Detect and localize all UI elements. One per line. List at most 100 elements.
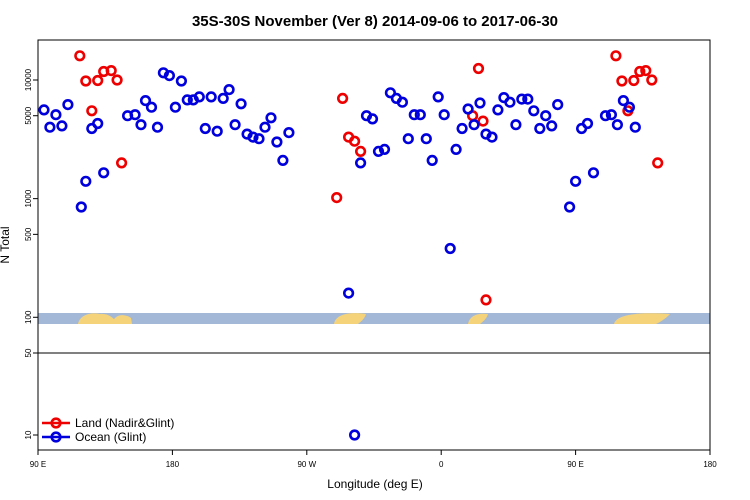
series-0-point-17	[610, 50, 622, 62]
series-1-point-12	[135, 119, 147, 131]
series-1-point-71	[540, 110, 552, 122]
legend-ocean-label: Ocean (Glint)	[75, 430, 146, 444]
series-1-point-40	[355, 157, 367, 169]
series-1-point-69	[528, 105, 540, 117]
series-0-point-7	[115, 157, 128, 169]
series-1-point-31	[247, 131, 259, 143]
series-1-point-9	[98, 167, 110, 179]
series-1-point-44	[378, 143, 391, 155]
x-tick-label-3: 0	[439, 460, 444, 469]
series-1-point-80	[605, 109, 618, 121]
series-1-point-6	[80, 175, 92, 187]
y-tick-label-1: 50	[24, 348, 33, 357]
series-1-point-0	[38, 104, 50, 116]
series-1-point-77	[581, 117, 594, 130]
series-1-point-49	[408, 109, 420, 121]
chart-title: 35S-30S November (Ver 8) 2014-09-06 to 2…	[192, 13, 558, 30]
series-1-point-26	[217, 92, 229, 104]
series-1-point-8	[92, 117, 104, 130]
series-1-point-28	[229, 119, 241, 131]
land-patch-south-africa	[468, 313, 488, 324]
series-1-point-55	[444, 242, 456, 255]
series-1-point-5	[75, 201, 87, 213]
series-0-point-0	[74, 50, 86, 62]
series-1-point-2	[50, 109, 62, 121]
series-0-point-18	[616, 75, 628, 87]
series-0	[74, 50, 664, 306]
series-0-point-5	[105, 64, 117, 77]
series-1-point-32	[253, 133, 265, 145]
series-1-point-65	[504, 96, 516, 108]
series-1-point-79	[599, 110, 612, 122]
x-tick-label-0: 90 E	[30, 460, 46, 469]
series-0-point-14	[472, 62, 485, 75]
y-axis-label: N Total	[0, 226, 12, 263]
series-0-point-8	[331, 192, 343, 204]
series-1	[38, 67, 641, 441]
y-axis: 10 50 100 500 1000 5000 10000	[24, 68, 38, 439]
series-1-point-42	[366, 113, 379, 125]
ocean-band	[38, 313, 710, 324]
series-0-point-2	[86, 105, 98, 117]
series-1-point-20	[181, 94, 193, 106]
y-tick-label-5: 5000	[24, 106, 33, 124]
series-1-point-19	[175, 75, 187, 87]
series-1-point-36	[277, 154, 289, 166]
series-1-point-51	[420, 133, 432, 145]
series-1-point-34	[265, 112, 277, 124]
series-1-point-43	[372, 145, 385, 157]
series-0-point-6	[111, 74, 123, 86]
y-tick-label-2: 100	[24, 310, 33, 324]
series-0-point-20	[628, 74, 640, 87]
series-0-point-1	[80, 75, 92, 87]
series-1-point-4	[62, 98, 74, 111]
series-1-point-45	[384, 87, 397, 99]
legend-land-label: Land (Nadir&Glint)	[75, 416, 174, 430]
land-mask-band	[38, 313, 710, 324]
land-patch-australia-2	[614, 313, 670, 324]
series-1-point-81	[611, 119, 624, 131]
series-1-point-75	[569, 175, 582, 187]
series-1-point-73	[552, 98, 564, 111]
series-1-point-1	[44, 121, 56, 133]
series-0-point-3	[92, 74, 104, 87]
series-0-point-22	[640, 64, 652, 77]
series-1-point-15	[151, 121, 164, 133]
series-1-point-67	[516, 93, 528, 105]
series-1-point-17	[163, 69, 175, 82]
series-1-point-72	[546, 120, 558, 132]
series-1-point-25	[211, 125, 223, 137]
legend: Land (Nadir&Glint) Ocean (Glint)	[42, 416, 174, 444]
series-0-point-12	[355, 145, 367, 157]
series-1-point-57	[456, 122, 468, 135]
series-1-point-62	[486, 131, 498, 143]
x-axis-label: Longitude (deg E)	[327, 477, 422, 491]
series-1-point-84	[629, 121, 641, 133]
series-1-point-35	[271, 136, 283, 148]
series-1-point-60	[474, 97, 486, 109]
land-patch-south-america	[334, 313, 366, 324]
y-tick-label-3: 500	[24, 227, 33, 241]
land-patch-africa	[78, 313, 118, 324]
x-tick-label-4: 90 E	[567, 460, 583, 469]
series-1-point-39	[349, 429, 361, 441]
series-1-point-50	[414, 109, 426, 121]
x-tick-label-2: 90 W	[297, 460, 316, 469]
series-1-point-48	[402, 133, 414, 145]
series-1-point-78	[587, 167, 600, 179]
series-1-point-63	[492, 104, 504, 116]
series-1-point-82	[617, 94, 630, 107]
series-0-point-23	[646, 74, 658, 86]
series-1-point-68	[522, 93, 534, 105]
data-points	[38, 50, 664, 441]
series-1-point-24	[205, 91, 217, 103]
x-tick-label-5: 180	[703, 460, 717, 469]
series-1-point-59	[468, 119, 480, 131]
series-1-point-53	[432, 91, 444, 103]
y-tick-label-0: 10	[24, 430, 33, 439]
x-axis: 90 E 180 90 W 0 90 E 180	[30, 450, 717, 469]
series-0-point-24	[652, 157, 664, 169]
series-1-point-70	[534, 122, 546, 135]
series-1-point-74	[563, 201, 576, 213]
